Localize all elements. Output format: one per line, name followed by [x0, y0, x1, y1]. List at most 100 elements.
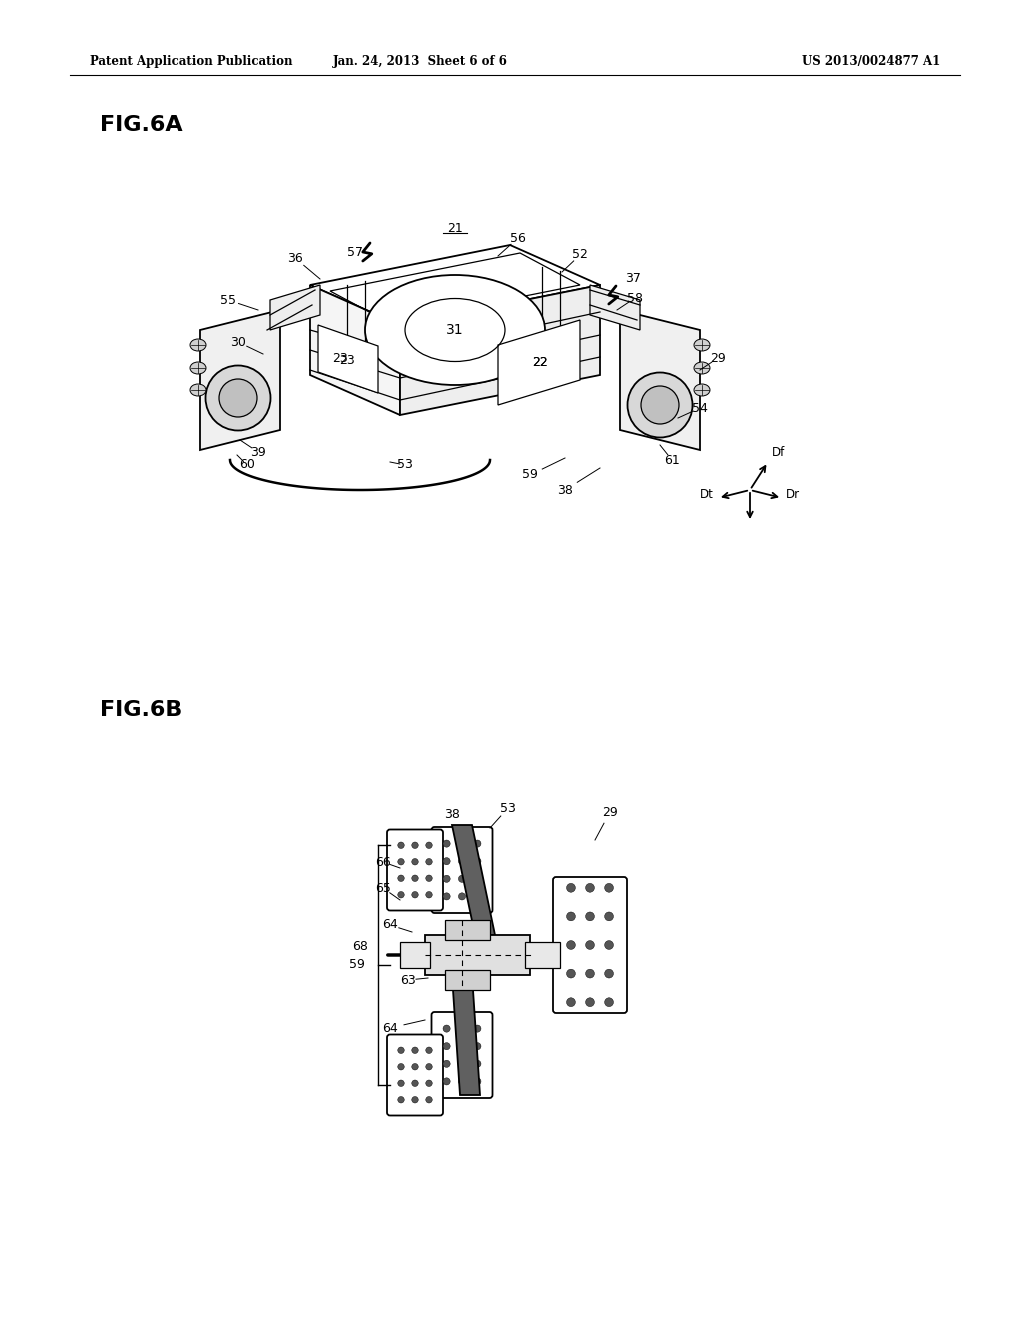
Text: 21: 21 [447, 222, 463, 235]
Circle shape [566, 969, 575, 978]
Text: 38: 38 [557, 483, 573, 496]
Text: 61: 61 [665, 454, 680, 466]
Circle shape [604, 883, 613, 892]
Ellipse shape [694, 339, 710, 351]
Text: Df: Df [772, 446, 785, 458]
Text: 22: 22 [532, 355, 548, 368]
Circle shape [459, 1060, 466, 1068]
Text: 52: 52 [572, 248, 588, 261]
Circle shape [397, 858, 404, 865]
Circle shape [397, 1097, 404, 1104]
Circle shape [426, 891, 432, 898]
Circle shape [566, 883, 575, 892]
Text: Dr: Dr [786, 488, 800, 502]
Circle shape [443, 892, 451, 900]
Ellipse shape [190, 362, 206, 374]
Text: 30: 30 [230, 335, 246, 348]
Text: 64: 64 [382, 1022, 398, 1035]
Polygon shape [425, 935, 530, 975]
Text: 63: 63 [400, 974, 416, 986]
Circle shape [459, 1078, 466, 1085]
Text: Jan. 24, 2013  Sheet 6 of 6: Jan. 24, 2013 Sheet 6 of 6 [333, 55, 508, 69]
Polygon shape [270, 285, 319, 330]
Circle shape [459, 1026, 466, 1032]
Circle shape [397, 842, 404, 849]
Circle shape [474, 892, 481, 900]
Polygon shape [200, 310, 280, 450]
Circle shape [426, 1080, 432, 1086]
Circle shape [604, 941, 613, 949]
Circle shape [412, 858, 418, 865]
Circle shape [474, 875, 481, 882]
FancyBboxPatch shape [431, 1012, 493, 1098]
Circle shape [474, 1026, 481, 1032]
Text: 39: 39 [250, 446, 266, 458]
Circle shape [397, 1047, 404, 1053]
Ellipse shape [628, 372, 692, 437]
Text: 59: 59 [522, 469, 538, 482]
Circle shape [474, 858, 481, 865]
Circle shape [604, 969, 613, 978]
Circle shape [397, 891, 404, 898]
Circle shape [426, 1064, 432, 1071]
Text: 56: 56 [510, 231, 526, 244]
Circle shape [459, 858, 466, 865]
Text: Patent Application Publication: Patent Application Publication [90, 55, 293, 69]
Ellipse shape [365, 275, 545, 385]
Text: 36: 36 [287, 252, 303, 264]
Circle shape [426, 875, 432, 882]
Polygon shape [310, 246, 600, 325]
Circle shape [443, 1043, 451, 1049]
Ellipse shape [190, 384, 206, 396]
Circle shape [586, 941, 594, 949]
Circle shape [459, 892, 466, 900]
Polygon shape [400, 285, 600, 414]
Circle shape [397, 1080, 404, 1086]
Text: 55: 55 [220, 293, 236, 306]
Circle shape [566, 998, 575, 1007]
Circle shape [412, 1047, 418, 1053]
Polygon shape [620, 310, 700, 450]
Circle shape [412, 1097, 418, 1104]
Text: FIG.6B: FIG.6B [100, 700, 182, 719]
Circle shape [426, 858, 432, 865]
Circle shape [586, 998, 594, 1007]
Circle shape [604, 912, 613, 921]
Ellipse shape [641, 385, 679, 424]
Circle shape [459, 875, 466, 882]
Polygon shape [590, 285, 640, 330]
Ellipse shape [190, 339, 206, 351]
Text: 31: 31 [446, 323, 464, 337]
Text: 53: 53 [500, 801, 516, 814]
Circle shape [412, 1064, 418, 1071]
Circle shape [604, 998, 613, 1007]
Text: 68: 68 [352, 940, 368, 953]
Text: 58: 58 [627, 292, 643, 305]
Text: 66: 66 [375, 855, 391, 869]
Text: 37: 37 [625, 272, 641, 285]
Circle shape [474, 1043, 481, 1049]
Circle shape [459, 840, 466, 847]
Text: US 2013/0024877 A1: US 2013/0024877 A1 [802, 55, 940, 69]
Circle shape [412, 842, 418, 849]
Circle shape [586, 883, 594, 892]
Text: 54: 54 [692, 401, 708, 414]
Polygon shape [445, 970, 490, 990]
Circle shape [426, 842, 432, 849]
Polygon shape [525, 942, 560, 968]
FancyBboxPatch shape [387, 1035, 443, 1115]
Text: 23: 23 [332, 351, 348, 364]
Circle shape [566, 912, 575, 921]
Circle shape [412, 891, 418, 898]
Text: 29: 29 [710, 351, 726, 364]
Circle shape [412, 1080, 418, 1086]
Circle shape [459, 1043, 466, 1049]
Circle shape [474, 1060, 481, 1068]
Text: 23: 23 [339, 354, 355, 367]
Text: Dt: Dt [700, 488, 714, 502]
Circle shape [586, 912, 594, 921]
Polygon shape [318, 325, 378, 393]
Text: 64: 64 [382, 919, 398, 932]
Circle shape [474, 1078, 481, 1085]
Polygon shape [498, 319, 580, 405]
